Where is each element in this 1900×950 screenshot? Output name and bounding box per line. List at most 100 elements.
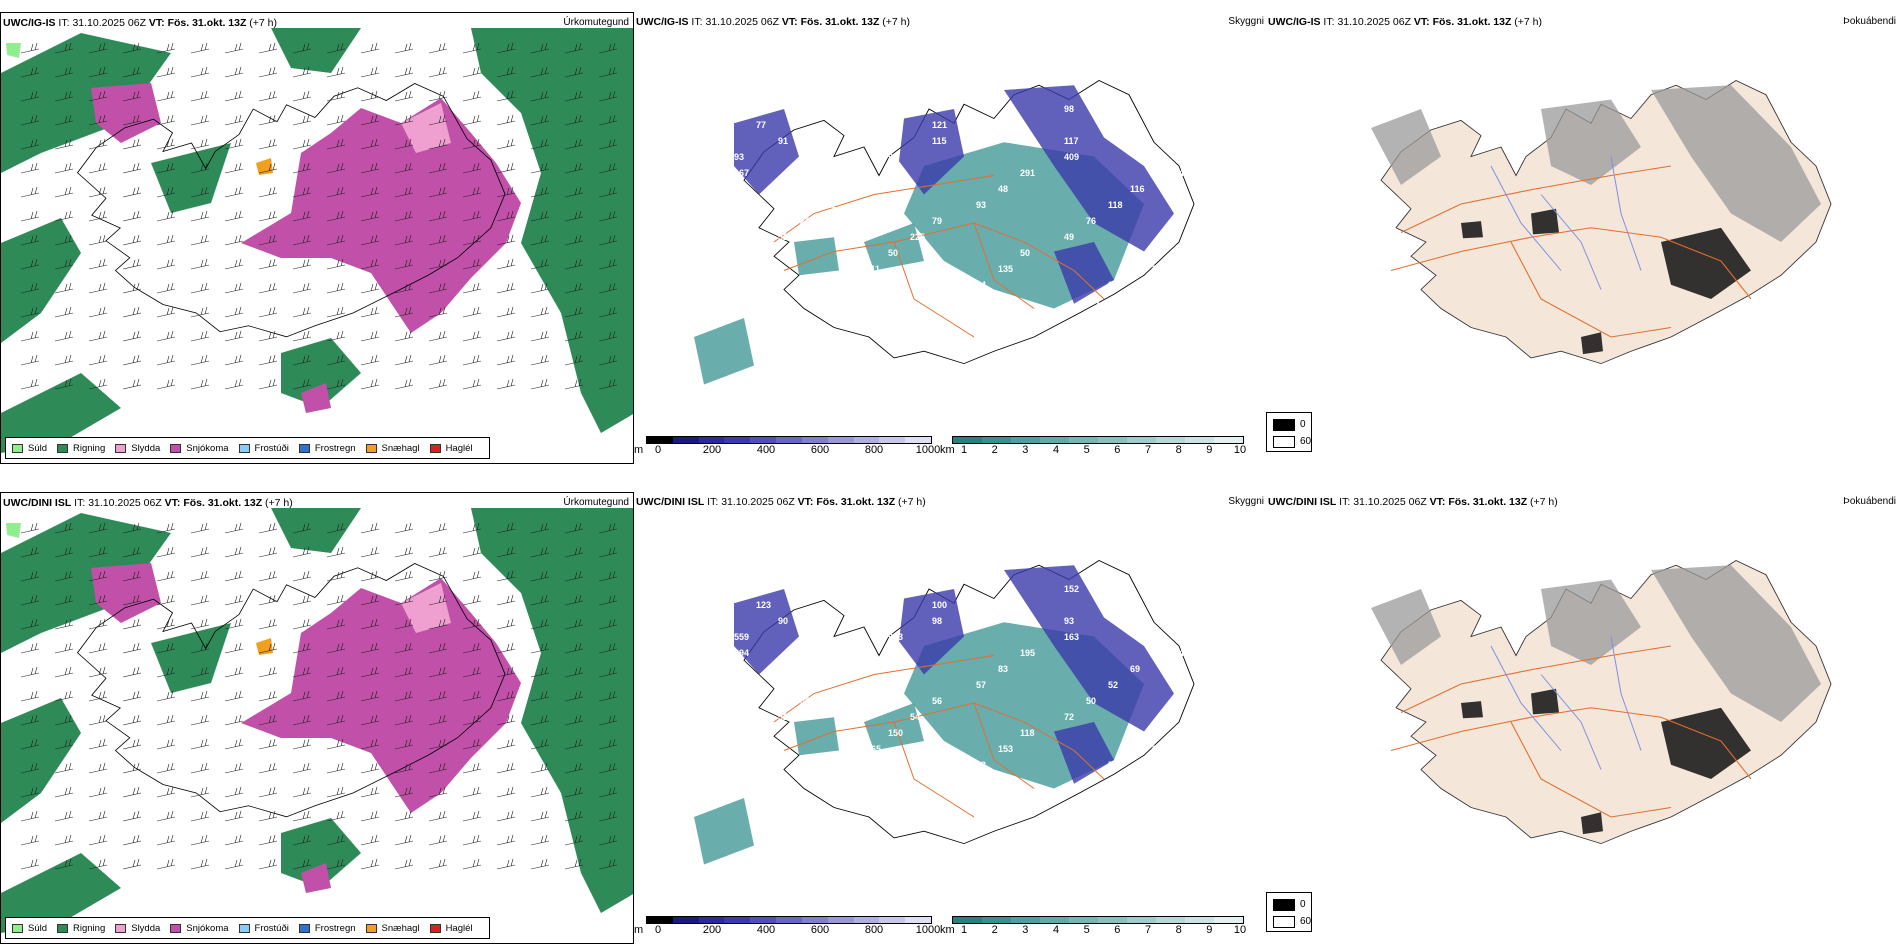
wind-barb: [530, 138, 550, 150]
wind-barb: [360, 354, 380, 366]
ceiling-value-label: 99: [888, 584, 898, 594]
wind-barb: [258, 546, 278, 558]
ceiling-value-label: 265: [866, 744, 881, 754]
wind-barb: [462, 282, 482, 294]
ceiling-value-label: 114: [1108, 120, 1123, 130]
colorbar-bin: [1011, 437, 1040, 443]
wind-barb: [258, 42, 278, 54]
wind-barb: [190, 738, 210, 750]
legend-label: Frostúði: [254, 442, 289, 454]
wind-barb: [156, 618, 176, 630]
ceiling-value-label: 152: [1064, 584, 1079, 594]
wind-barb: [360, 282, 380, 294]
wind-barb: [428, 234, 448, 246]
wind-barb: [360, 330, 380, 342]
ceiling-value-label: 125: [822, 280, 837, 290]
wind-barb: [598, 138, 618, 150]
wind-barb: [258, 282, 278, 294]
precip-panel-top: UWC/IG-IS IT: 31.10.2025 06Z VT: Fös. 31…: [0, 12, 634, 464]
ceiling-value-label: 559: [734, 632, 749, 642]
wind-barb: [258, 738, 278, 750]
snow-area: [301, 863, 331, 893]
wind-barb: [20, 162, 40, 174]
legend-swatch: [238, 443, 250, 453]
fog-panel-top-label: Þokuábendi: [1843, 16, 1896, 27]
wind-barb: [360, 114, 380, 126]
colorbar-unit: m: [634, 924, 644, 936]
colorbar-tick: 800: [864, 924, 884, 936]
ceiling-value-label: 93: [1064, 616, 1074, 626]
wind-barb: [156, 354, 176, 366]
wind-barb: [292, 834, 312, 846]
visibility-panel-top-label: Skyggni: [1228, 16, 1264, 27]
wind-barb: [122, 570, 142, 582]
wind-barb: [258, 594, 278, 606]
wind-barb: [20, 234, 40, 246]
legend-swatch: [429, 923, 441, 933]
colorbar-tick: 2: [991, 924, 998, 936]
wind-barb: [462, 666, 482, 678]
wind-barb: [530, 114, 550, 126]
wind-barb: [224, 258, 244, 270]
road: [973, 702, 1035, 789]
wind-barb: [326, 162, 346, 174]
fog-legend-label: 0: [1300, 899, 1306, 910]
fog-legend-label: 60: [1300, 436, 1312, 447]
wind-barb: [326, 786, 346, 798]
wind-barb: [530, 282, 550, 294]
wind-barb: [54, 546, 74, 558]
wind-barb: [122, 42, 142, 54]
wind-barb: [88, 210, 108, 222]
wind-barb: [88, 690, 108, 702]
wind-barb: [54, 42, 74, 54]
colorbar-tick: 200: [702, 444, 722, 456]
ceiling-value-label: 52: [778, 232, 788, 242]
ceiling-value-label: 232: [800, 216, 815, 226]
wind-barb: [122, 90, 142, 102]
wind-barb: [54, 234, 74, 246]
colorbar-tick: 600: [810, 924, 830, 936]
ceiling-value-label: 123: [756, 600, 771, 610]
wind-barb: [258, 666, 278, 678]
wind-barb: [360, 858, 380, 870]
fog-legend-bottom: 0 60: [1266, 892, 1312, 932]
wind-barb: [88, 594, 108, 606]
wind-barb: [462, 90, 482, 102]
colorbar-bin: [698, 437, 725, 443]
wind-barb: [598, 162, 618, 174]
wind-barb: [190, 282, 210, 294]
wind-barb: [360, 258, 380, 270]
wind-barb: [598, 642, 618, 654]
wind-barb: [292, 306, 312, 318]
rain-area: [1, 513, 171, 653]
wind-barb: [530, 570, 550, 582]
wind-barb: [224, 618, 244, 630]
ceiling-value-label: 153: [998, 744, 1013, 754]
wind-barb: [20, 354, 40, 366]
wind-barb: [54, 282, 74, 294]
wind-barb: [190, 786, 210, 798]
wind-barb: [530, 690, 550, 702]
colorbar-tick: 1: [960, 924, 968, 936]
low-ceiling-area: [899, 109, 964, 195]
wind-barb: [360, 90, 380, 102]
wind-barb: [156, 210, 176, 222]
fog-panel-top: UWC/IG-IS IT: 31.10.2025 06Z VT: Fös. 31…: [1266, 12, 1900, 464]
wind-barb: [224, 690, 244, 702]
visibility-panel-top-title: UWC/IG-IS IT: 31.10.2025 06Z VT: Fös. 31…: [636, 16, 911, 28]
legend-swatch: [57, 443, 69, 453]
wind-barb: [224, 66, 244, 78]
wind-barb: [156, 234, 176, 246]
wind-barb: [530, 354, 550, 366]
wind-barb: [258, 378, 278, 390]
fog-area: [1651, 85, 1821, 243]
colorbar-bin: [953, 437, 982, 443]
wind-barb: [258, 66, 278, 78]
ceiling-value-label: 50: [1086, 696, 1096, 706]
wind-barb: [326, 834, 346, 846]
colorbar-bin: [1040, 437, 1069, 443]
colorbar-bin: [853, 437, 880, 443]
wind-barb: [428, 330, 448, 342]
wind-barb: [20, 786, 40, 798]
wind-barb: [190, 210, 210, 222]
